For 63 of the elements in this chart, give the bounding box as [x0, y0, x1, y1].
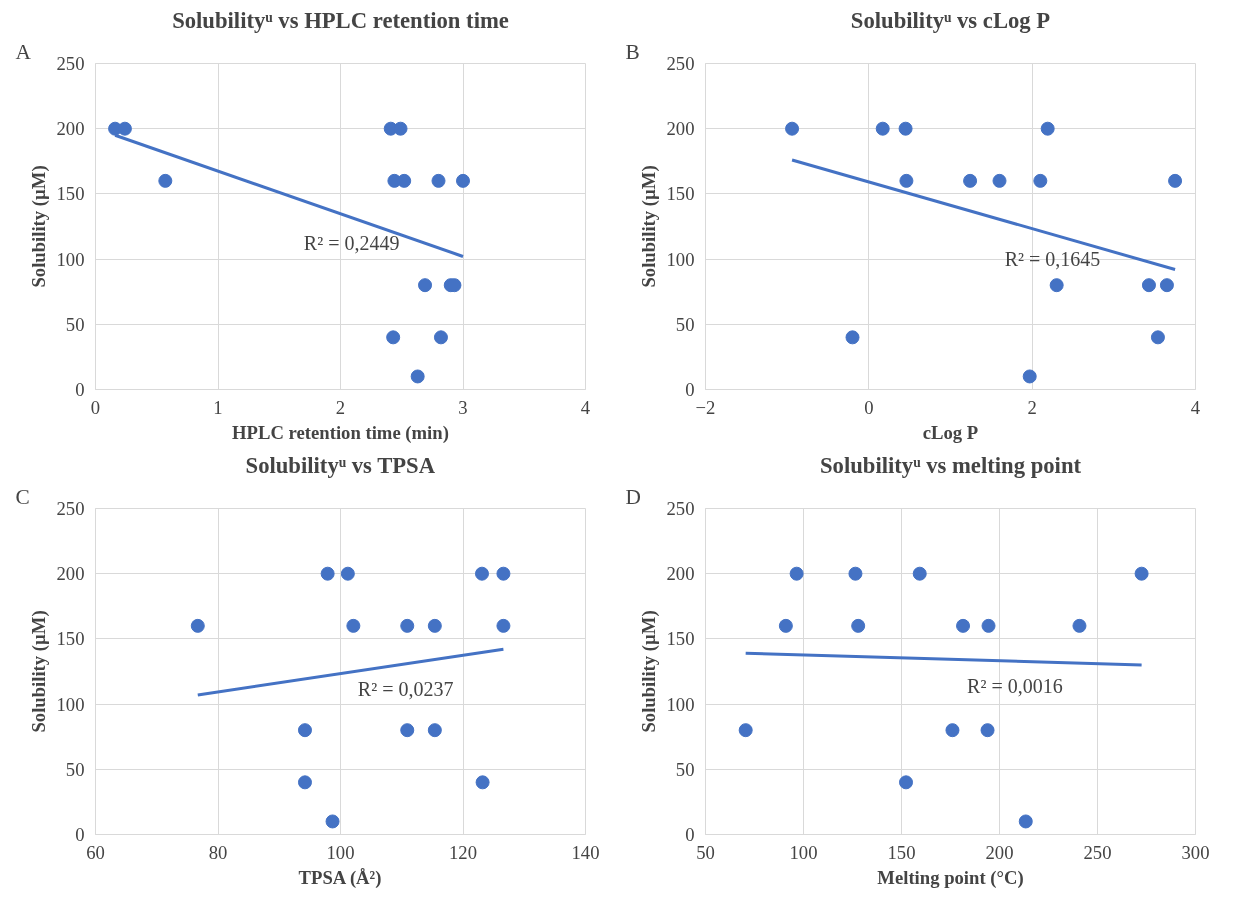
- x-tick-label: 250: [1083, 841, 1112, 863]
- y-tick-label: 0: [75, 379, 85, 400]
- x-tick-label: 150: [887, 841, 916, 863]
- x-tick-label: 80: [208, 841, 228, 863]
- y-axis-title: Solubility (µM): [637, 610, 660, 733]
- x-tick-label: 200: [985, 841, 1014, 863]
- y-axis-title: Solubility (µM): [27, 165, 50, 288]
- chart-title: Solubilityᵘ vs HPLC retention time: [172, 7, 509, 33]
- y-tick-label: 250: [666, 498, 695, 519]
- annotation: R² = 0,0237: [357, 677, 454, 700]
- y-tick-label: 200: [666, 563, 695, 585]
- x-tick-label: 100: [789, 841, 818, 863]
- y-tick-label: 150: [666, 183, 695, 205]
- annotation: R² = 0,1645: [1004, 248, 1101, 271]
- x-tick-label: 3: [458, 396, 468, 418]
- y-tick-label: 200: [56, 118, 85, 140]
- y-axis-title: Solubility (µM): [27, 610, 50, 733]
- y-tick-label: 100: [56, 693, 85, 715]
- y-tick-label: 250: [56, 53, 85, 74]
- annotation: R² = 0,2449: [303, 231, 400, 254]
- y-tick-label: 250: [666, 53, 695, 74]
- y-tick-label: 100: [666, 248, 695, 270]
- x-axis-title: Melting point (°C): [877, 866, 1024, 889]
- x-tick-label: 0: [864, 396, 874, 418]
- text: D: [625, 484, 641, 509]
- y-tick-label: 200: [56, 563, 85, 585]
- x-tick-label: 60: [86, 841, 105, 863]
- chart-title: Solubilityᵘ vs melting point: [819, 452, 1082, 478]
- y-tick-label: 50: [675, 758, 695, 780]
- y-tick-label: 0: [685, 379, 695, 400]
- x-axis-title: cLog P: [922, 421, 979, 443]
- y-tick-label: 50: [65, 758, 85, 780]
- x-axis-title: TPSA (Å²): [298, 866, 382, 889]
- x-tick-label: 100: [326, 841, 355, 863]
- x-tick-label: 300: [1181, 841, 1210, 863]
- y-tick-label: 100: [666, 693, 695, 715]
- x-tick-label: 2: [1027, 396, 1037, 418]
- text: C: [15, 484, 30, 509]
- y-tick-label: 0: [685, 824, 695, 845]
- x-axis-title: HPLC retention time (min): [232, 421, 449, 444]
- y-axis-title: Solubility (µM): [637, 165, 660, 288]
- x-tick-label: 4: [580, 396, 591, 418]
- text: B: [625, 39, 640, 64]
- y-tick-label: 150: [666, 628, 695, 650]
- x-tick-label: −2: [695, 396, 716, 418]
- x-tick-label: 2: [335, 396, 346, 418]
- y-tick-label: 50: [675, 313, 695, 335]
- y-tick-label: 0: [75, 824, 85, 845]
- chart-title: Solubilityᵘ vs cLog P: [850, 7, 1051, 33]
- y-tick-label: 150: [56, 628, 85, 650]
- annotation: R² = 0,0016: [967, 675, 1063, 698]
- y-tick-label: 150: [56, 183, 85, 205]
- y-tick-label: 200: [666, 118, 695, 140]
- y-tick-label: 100: [56, 248, 85, 270]
- x-tick-label: 4: [1190, 396, 1201, 418]
- x-tick-label: 0: [90, 396, 101, 418]
- x-tick-label: 140: [571, 841, 600, 863]
- y-tick-label: 50: [65, 313, 85, 335]
- x-tick-label: 1: [213, 396, 223, 418]
- chart-title: Solubilityᵘ vs TPSA: [245, 452, 436, 478]
- y-tick-label: 250: [56, 498, 85, 519]
- x-tick-label: 120: [449, 841, 477, 863]
- text: A: [15, 39, 32, 64]
